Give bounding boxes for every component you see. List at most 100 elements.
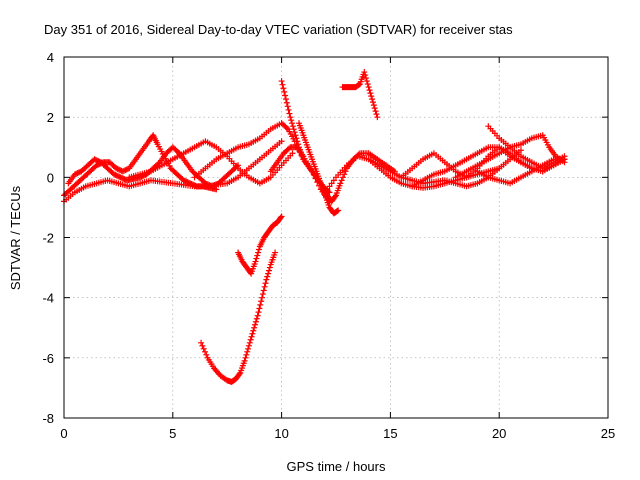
data-point [365,84,372,91]
data-point [337,180,344,187]
data-point [266,264,273,271]
y-tick-label: 0 [47,170,54,185]
data-point [74,170,81,177]
data-point [356,81,363,88]
data-point [185,179,192,186]
data-point [369,99,376,106]
data-point [118,174,125,181]
data-point [111,171,118,178]
data-point [248,333,255,340]
data-point [260,287,267,294]
data-point [326,189,333,196]
data-point [121,167,128,174]
y-tick-label: 4 [47,50,54,65]
data-point [285,106,292,113]
data-point [561,156,568,163]
data-point [198,339,205,346]
data-point [71,171,78,178]
data-point [373,111,380,118]
data-point [252,321,259,328]
data-point [369,96,376,103]
x-tick-label: 10 [274,426,288,441]
data-point [265,267,272,274]
data-point [116,173,123,180]
data-point [117,174,124,181]
x-axis-label: GPS time / hours [287,459,386,474]
data-point [292,132,299,139]
y-tick-label: -4 [42,291,54,306]
data-point [251,324,258,331]
data-point [338,177,345,184]
y-tick-label: 2 [47,110,54,125]
data-marks [61,69,568,385]
data-point [264,273,271,280]
data-point [259,294,266,301]
data-point [262,280,269,287]
data-point [342,168,349,175]
data-point [288,117,295,124]
data-point [117,167,124,174]
data-point [364,81,371,88]
series-6 [198,249,279,385]
data-point [122,167,129,174]
data-point [277,214,284,221]
data-point [282,96,289,103]
x-tick-label: 20 [492,426,506,441]
data-point [330,177,337,184]
data-point [334,208,341,215]
data-point [326,183,333,190]
data-point [254,312,261,319]
data-point [242,354,249,361]
data-point [112,171,119,178]
data-point [279,81,286,88]
data-point [370,102,377,109]
data-point [325,188,332,195]
data-point [256,305,263,312]
data-point [202,348,209,355]
data-point [278,213,285,220]
data-point [119,168,126,175]
data-point [361,69,368,76]
y-tick-label: -6 [42,351,54,366]
data-point [255,246,262,253]
data-point [283,99,290,106]
data-point [289,120,296,127]
data-point [328,180,335,187]
data-point [257,301,264,308]
data-point [121,176,128,183]
data-point [254,252,261,259]
data-point [94,157,101,164]
data-point [259,291,266,298]
data-point [374,114,381,121]
data-point [363,78,370,85]
data-point [199,342,206,349]
grid [64,57,608,418]
data-point [249,330,256,337]
series-3 [61,138,285,205]
data-point [335,207,342,214]
data-point [252,258,259,265]
data-point [289,123,296,130]
data-point [200,345,207,352]
data-point [113,172,120,179]
data-point [261,283,268,290]
data-point [284,103,291,110]
data-point [372,108,379,115]
data-point [255,309,262,316]
data-point [253,315,260,322]
data-point [283,124,290,131]
data-point [253,255,260,262]
data-point [291,129,298,136]
data-point [290,126,297,133]
data-point [282,92,289,99]
data-point [363,75,370,82]
data-point [155,160,162,167]
data-point [245,342,252,349]
data-point [203,351,210,358]
data-point [252,318,259,325]
data-point [287,114,294,121]
data-point [339,174,346,181]
data-point [272,249,279,256]
